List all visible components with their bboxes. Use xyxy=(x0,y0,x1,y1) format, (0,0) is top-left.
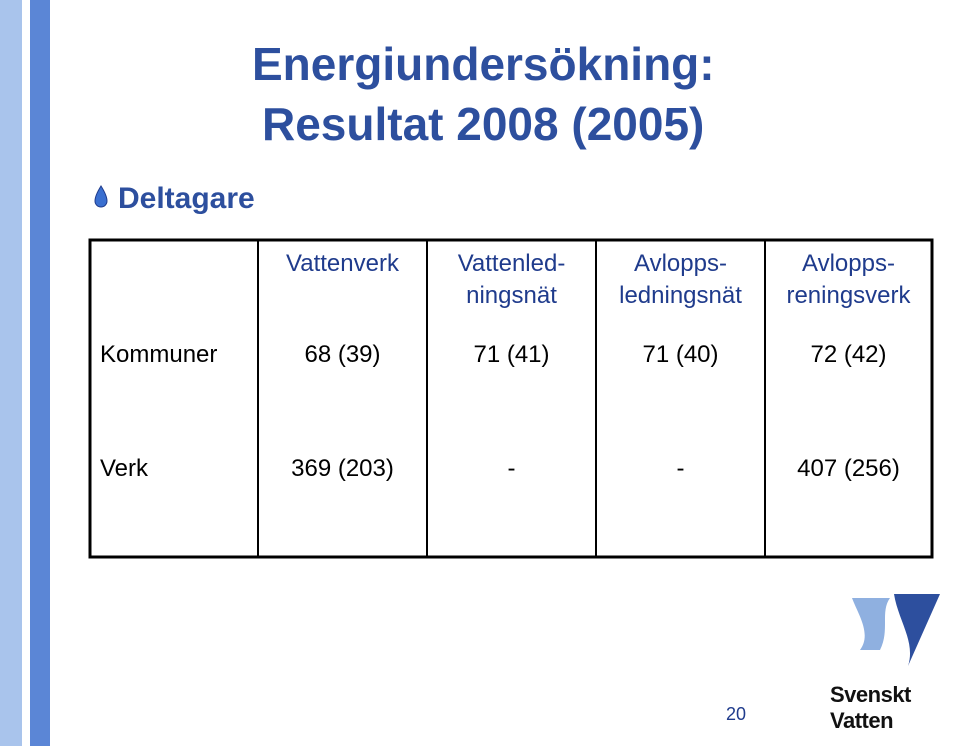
table-cell: 68 (39) xyxy=(304,341,381,368)
title-line: Resultat 2008 (2005) xyxy=(262,98,705,150)
column-header: Avlopps- xyxy=(634,250,727,277)
table-cell: 407 (256) xyxy=(797,455,900,482)
row-header: Kommuner xyxy=(100,341,218,368)
logo-mark xyxy=(852,594,940,666)
table-cell: 369 (203) xyxy=(291,455,394,482)
bullet-icon xyxy=(94,185,108,208)
column-header: Vattenled- xyxy=(457,250,566,277)
page-number: 20 xyxy=(726,704,747,724)
table-cell: 71 (41) xyxy=(473,341,550,368)
title-line: Energiundersökning: xyxy=(252,38,715,90)
column-header: reningsverk xyxy=(786,282,911,309)
bullet-text: Deltagare xyxy=(118,182,255,215)
stripe xyxy=(0,0,22,746)
table-cell: - xyxy=(507,455,516,482)
table-cell: 71 (40) xyxy=(642,341,719,368)
column-header: Avlopps- xyxy=(802,250,895,277)
logo-text: Svenskt Vatten xyxy=(830,682,911,733)
table-cell: - xyxy=(676,455,685,482)
column-header: Vattenverk xyxy=(286,250,399,277)
stripe xyxy=(30,0,50,746)
column-header: ningsnät xyxy=(466,282,557,309)
table-cell: 72 (42) xyxy=(810,341,887,368)
column-header: ledningsnät xyxy=(619,282,742,309)
row-header: Verk xyxy=(100,455,149,482)
